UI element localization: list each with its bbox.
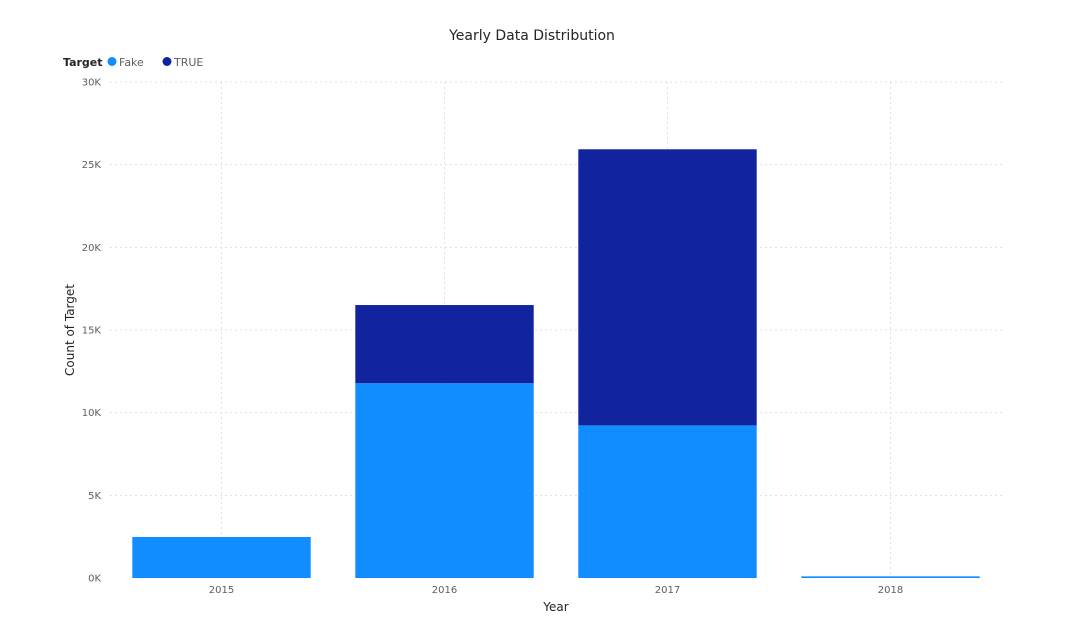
y-axis-title: Count of Target [63,284,77,376]
y-tick-label-1: 5K [88,491,101,502]
y-tick-label-5: 25K [82,160,102,171]
bar-true-2017 [578,149,757,426]
legend-title: Target [63,56,103,69]
y-axis: 0K 5K 10K 15K 20K 25K 30K [82,78,102,585]
gridlines [110,81,1002,578]
y-tick-label-0: 0K [88,574,101,585]
bar-fake-2017 [578,425,757,578]
legend-label-0: Fake [119,56,144,69]
bar-fake-2016 [355,383,534,578]
legend-swatch-1 [162,57,172,66]
bars [132,149,980,578]
bar-fake-2015 [132,536,311,578]
legend-swatch-0 [107,57,117,66]
x-axis: 2015 2016 2017 2018 [209,585,903,596]
y-tick-label-4: 20K [82,243,102,254]
y-tick-label-3: 15K [82,326,102,337]
y-tick-label-6: 30K [82,78,102,89]
x-tick-label-3: 2018 [878,585,903,596]
x-tick-label-1: 2016 [432,585,457,596]
bar-fake-2018 [801,576,980,578]
bar-true-2016 [355,305,534,384]
y-tick-label-2: 10K [82,408,102,419]
x-tick-label-0: 2015 [209,585,234,596]
legend-label-1: TRUE [173,56,203,69]
x-axis-title: Year [542,600,568,614]
legend: Target Fake TRUE [63,56,203,69]
chart-title: Yearly Data Distribution [448,28,615,44]
x-tick-label-2: 2017 [655,585,680,596]
